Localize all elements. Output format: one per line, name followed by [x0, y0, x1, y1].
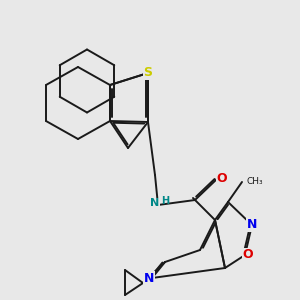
- Text: N: N: [247, 218, 257, 232]
- Text: H: H: [161, 196, 169, 206]
- Text: CH₃: CH₃: [247, 178, 263, 187]
- Text: S: S: [143, 67, 152, 80]
- Text: O: O: [243, 248, 253, 262]
- Text: O: O: [216, 172, 227, 184]
- Text: N: N: [144, 272, 154, 284]
- Text: N: N: [150, 199, 159, 208]
